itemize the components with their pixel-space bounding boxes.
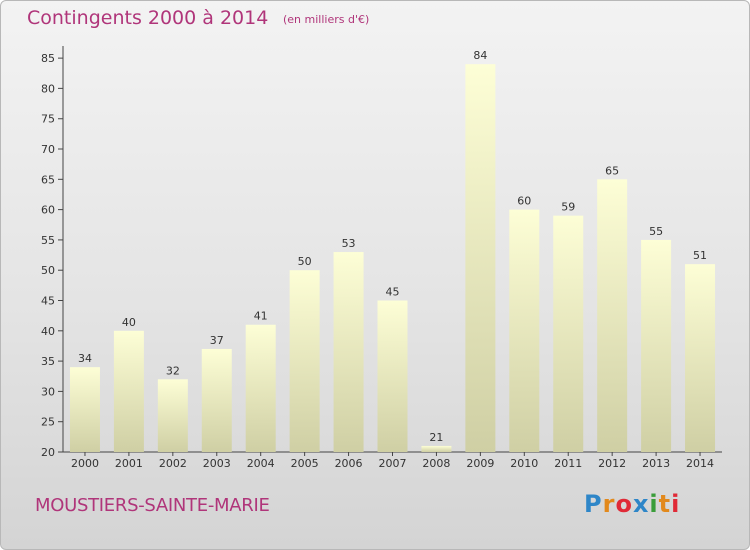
data-label: 53 [342, 237, 356, 250]
bar [245, 324, 276, 452]
x-tick-label: 2004 [247, 457, 275, 470]
bar [289, 270, 320, 452]
x-tick-label: 2001 [115, 457, 143, 470]
y-tick-label: 40 [41, 325, 55, 338]
bar [157, 379, 188, 452]
commune-name: MOUSTIERS-SAINTE-MARIE [35, 495, 270, 516]
x-tick-label: 2002 [159, 457, 187, 470]
data-label: 50 [298, 255, 312, 268]
data-label: 45 [386, 286, 400, 299]
x-axis: 2000 2001 2002 2003 2004 2005 2006 2007 2008 2009… [63, 451, 722, 470]
y-tick-label: 50 [41, 264, 55, 277]
chart-subtitle: (en milliers d'€) [283, 13, 370, 26]
bar [333, 252, 364, 452]
y-tick-label: 65 [41, 173, 55, 186]
data-label: 21 [429, 431, 443, 444]
data-label: 32 [166, 364, 180, 377]
bar [509, 209, 540, 452]
x-tick-label: 2006 [335, 457, 363, 470]
y-axis: 20 25 30 35 40 45 50 55 60 65 70 75 80 85 [41, 46, 64, 459]
x-tick-label: 2003 [203, 457, 231, 470]
proxiti-logo: Proxiti [584, 490, 680, 518]
bar [113, 330, 144, 452]
x-tick-label: 2011 [554, 457, 582, 470]
y-tick-label: 55 [41, 234, 55, 247]
y-tick-label: 80 [41, 82, 55, 95]
y-tick-label: 30 [41, 385, 55, 398]
data-label: 41 [254, 310, 268, 323]
logo-letter: r [602, 490, 616, 518]
logo-letter: P [584, 490, 603, 518]
logo-letter: x [632, 490, 650, 518]
x-tick-label: 2012 [598, 457, 626, 470]
y-tick-label: 70 [41, 143, 55, 156]
x-tick-label: 2013 [642, 457, 670, 470]
logo-letter: i [649, 490, 659, 518]
x-tick-label: 2010 [510, 457, 538, 470]
x-tick-label: 2005 [291, 457, 319, 470]
data-label: 60 [517, 195, 531, 208]
bar [685, 264, 716, 452]
y-tick-label: 35 [41, 355, 55, 368]
data-label: 55 [649, 225, 663, 238]
bar [421, 445, 452, 452]
y-tick-label: 25 [41, 416, 55, 429]
bar [377, 300, 408, 452]
x-tick-label: 2009 [466, 457, 494, 470]
logo-letter: t [658, 490, 672, 518]
y-tick-label: 85 [41, 52, 55, 65]
data-label: 40 [122, 316, 136, 329]
bar [465, 64, 496, 452]
logo-letter: i [671, 490, 681, 518]
data-label: 65 [605, 164, 619, 177]
x-tick-label: 2007 [379, 457, 407, 470]
x-tick-label: 2014 [686, 457, 714, 470]
data-label: 84 [473, 49, 487, 62]
x-tick-label: 2008 [422, 457, 450, 470]
x-tick-label: 2000 [71, 457, 99, 470]
y-tick-label: 75 [41, 113, 55, 126]
bars [69, 64, 716, 453]
bar [641, 239, 672, 452]
data-labels: 34 40 32 37 41 50 53 45 21 84 60 59 65 55 51 [78, 49, 707, 444]
logo-letter: o [615, 490, 633, 518]
bar [201, 348, 232, 452]
data-label: 34 [78, 352, 92, 365]
bar [597, 179, 628, 453]
y-tick-label: 60 [41, 204, 55, 217]
y-tick-label: 45 [41, 295, 55, 308]
data-label: 37 [210, 334, 224, 347]
data-label: 59 [561, 201, 575, 214]
bar [553, 215, 584, 452]
y-tick-label: 20 [41, 446, 55, 459]
chart-title: Contingents 2000 à 2014 [27, 7, 269, 29]
bar [69, 367, 100, 452]
data-label: 51 [693, 249, 707, 262]
